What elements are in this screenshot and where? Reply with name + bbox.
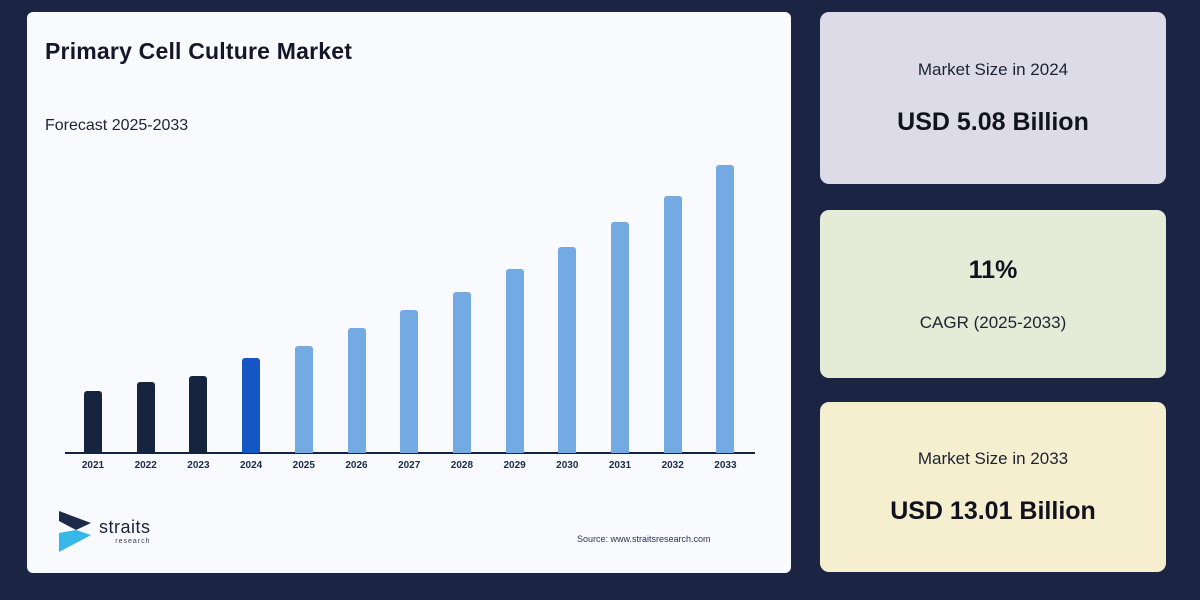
chart-subtitle: Forecast 2025-2033 bbox=[45, 117, 189, 134]
bar-2025 bbox=[294, 346, 313, 453]
bar-2028 bbox=[452, 292, 471, 453]
bar-2022 bbox=[136, 382, 155, 453]
bar-2031 bbox=[611, 222, 629, 453]
x-tick-2030: 2030 bbox=[556, 460, 579, 471]
panel-2033-label: Market Size in 2033 bbox=[917, 448, 1069, 468]
x-tick-2024: 2024 bbox=[239, 460, 263, 471]
panel-cagr-label: CAGR (2025-2033) bbox=[919, 312, 1067, 332]
panel-cagr-value: 11% bbox=[968, 255, 1018, 284]
bar-2026 bbox=[347, 328, 366, 453]
panel-cagr: 11% CAGR (2025-2033) bbox=[820, 210, 1166, 378]
x-tick-2032: 2032 bbox=[661, 460, 684, 471]
brand-subname: research bbox=[115, 537, 151, 545]
bar-2030 bbox=[558, 247, 577, 453]
bar-2027 bbox=[400, 310, 419, 453]
x-tick-2026: 2026 bbox=[345, 460, 368, 471]
x-tick-2021: 2021 bbox=[81, 460, 105, 471]
panel-2024-value: USD 5.08 Billion bbox=[897, 107, 1089, 136]
x-tick-2029: 2029 bbox=[503, 460, 526, 471]
brand-logo: straits research bbox=[57, 508, 151, 554]
x-tick-2025: 2025 bbox=[292, 460, 315, 471]
x-tick-2027: 2027 bbox=[398, 460, 421, 471]
x-tick-2033: 2033 bbox=[714, 460, 737, 471]
brand-wordmark: straits research bbox=[99, 518, 151, 545]
chart-title: Primary Cell Culture Market bbox=[45, 38, 353, 64]
panel-market-size-2024: Market Size in 2024 USD 5.08 Billion bbox=[820, 12, 1166, 184]
panel-2024-label: Market Size in 2024 bbox=[917, 59, 1069, 79]
straits-arrow-icon bbox=[59, 511, 91, 552]
bar-2029 bbox=[505, 269, 524, 453]
x-axis-line bbox=[65, 452, 755, 454]
bar-2033 bbox=[716, 165, 735, 453]
x-tick-2023: 2023 bbox=[187, 460, 210, 471]
bar-2024 bbox=[242, 358, 261, 453]
source-attribution: Source: www.straitsresearch.com bbox=[577, 534, 711, 544]
bar-2023 bbox=[189, 376, 208, 453]
x-tick-2028: 2028 bbox=[450, 460, 474, 471]
x-tick-2022: 2022 bbox=[134, 460, 157, 471]
chart-card: Primary Cell Culture Market Forecast 202… bbox=[27, 12, 791, 573]
panel-market-size-2033: Market Size in 2033 USD 13.01 Billion bbox=[820, 402, 1166, 572]
x-tick-2031: 2031 bbox=[608, 460, 632, 471]
panel-2033-value: USD 13.01 Billion bbox=[890, 496, 1096, 525]
brand-name: straits bbox=[99, 516, 151, 537]
bar-2032 bbox=[663, 196, 682, 453]
bar-chart: 2021 2022 2023 2024 2025 2026 2027 2028 2029 2030… bbox=[65, 162, 765, 471]
bar-2021 bbox=[84, 391, 102, 453]
